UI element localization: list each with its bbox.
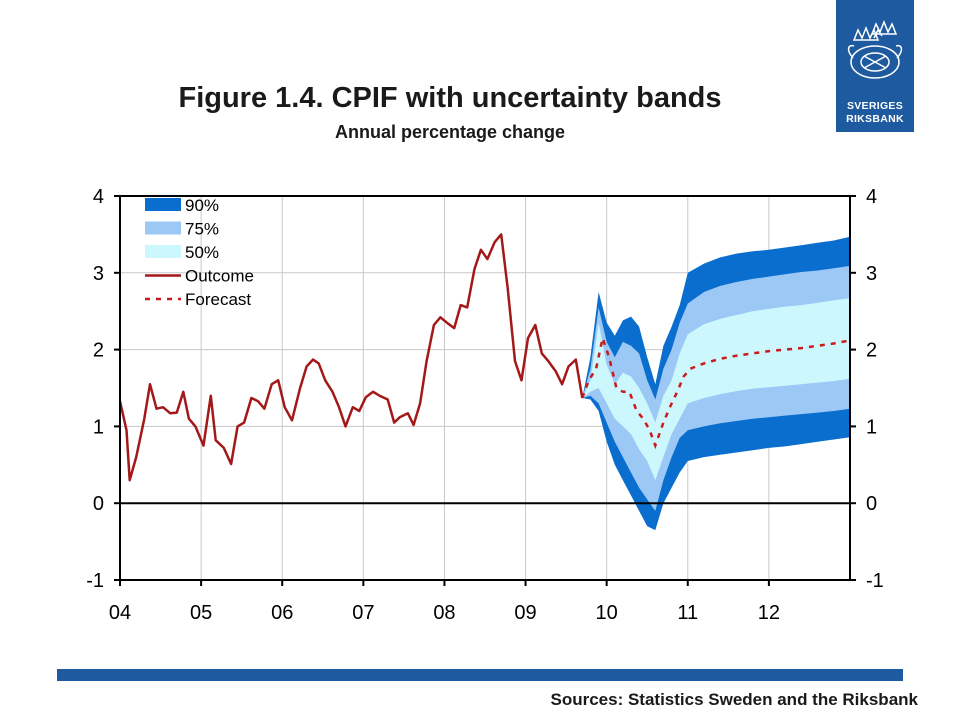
logo-text-line2: RIKSBANK [846,113,904,125]
y-tick-label-left: 0 [93,493,104,515]
y-tick-label-right: 3 [866,263,877,285]
legend-label-band50: 50% [185,243,219,262]
x-tick-label: 09 [514,602,536,624]
y-tick-label-right: 0 [866,493,877,515]
page-title: Figure 1.4. CPIF with uncertainty bands [178,82,722,114]
y-tick-label-right: 4 [866,186,877,208]
x-tick-label: 08 [433,602,455,624]
plot-frame [119,195,851,581]
y-tick-label-right: 1 [866,416,877,438]
y-tick-label-left: -1 [86,570,104,592]
forecast-line [581,333,851,450]
logo-text-line1: SVERIGES [846,100,904,112]
y-tick-label-left: 2 [93,340,104,362]
x-tick-label: 12 [758,602,780,624]
x-tick-label: 07 [352,602,374,624]
y-tick-label-left: 3 [93,263,104,285]
legend-swatch-band75 [145,221,181,235]
legend-swatch-band90 [145,198,181,211]
axes: -1 -10 01 12 23 34 404 05 06 07 08 09 10 11 12 [86,186,884,624]
legend: 90% 75% 50% Outcome Forecast [145,196,254,309]
crown-emblem-icon [847,19,903,79]
legend-swatch-band50 [145,245,181,258]
outcome-line [118,233,584,482]
y-tick-label-left: 4 [93,186,104,208]
legend-label-forecast: Forecast [185,290,251,309]
uncertainty-bands [582,236,850,531]
y-tick-label-right: -1 [866,570,884,592]
legend-label-outcome: Outcome [185,267,254,286]
footer-bar [57,669,903,681]
series-lines [118,233,851,482]
x-tick-label: 06 [271,602,293,624]
riksbank-logo: SVERIGES RIKSBANK [836,0,914,132]
x-tick-label: 04 [109,602,131,624]
legend-label-band90: 90% [185,196,219,215]
cpif-chart: -1 -10 01 12 23 34 404 05 06 07 08 09 10 11 12 90%75%5… [86,186,884,624]
source-note: Sources: Statistics Sweden and the Riksb… [550,690,918,709]
y-tick-label-right: 2 [866,340,877,362]
x-tick-label: 05 [190,602,212,624]
page-subtitle: Annual percentage change [334,122,566,142]
legend-label-band75: 75% [185,220,219,239]
band-50 [582,298,850,481]
y-tick-label-left: 1 [93,416,104,438]
x-tick-label: 10 [596,602,618,624]
x-tick-label: 11 [677,602,698,624]
